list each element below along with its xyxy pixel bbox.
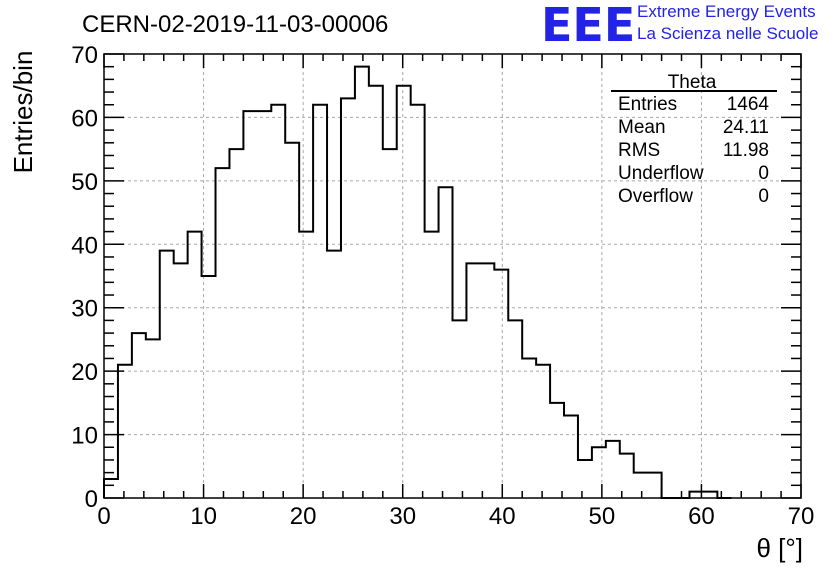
y-tick-label: 10: [71, 423, 98, 450]
plot-frame: [103, 53, 802, 499]
stats-row-value: 1464: [727, 94, 770, 115]
y-axis-label: Entries/bin: [8, 51, 38, 174]
y-tick-label: 0: [85, 486, 98, 513]
chart-title: CERN-02-2019-11-03-00006: [82, 11, 388, 38]
stats-row-value: 0: [758, 163, 769, 184]
y-tick-label: 20: [71, 359, 98, 386]
stats-box: Theta Entries 1464 Mean 24.11 RMS 11.98 Underf…: [611, 72, 777, 207]
stats-row-label: Mean: [618, 117, 666, 138]
axis-tick-labels: 0 10 20 30 40 50 60 70 0 10 20 30 40 50 60 70: [71, 42, 814, 530]
y-tick-label: 70: [71, 42, 98, 69]
x-tick-label: 30: [389, 503, 416, 530]
logo-line-2: La Scienza nelle Scuole: [637, 24, 819, 43]
stats-row-value: 11.98: [723, 140, 769, 161]
x-tick-label: 40: [489, 503, 516, 530]
stats-row-label: Entries: [618, 94, 677, 115]
y-tick-label: 40: [71, 232, 98, 259]
stats-row-label: Underflow: [618, 163, 704, 184]
axis-ticks: [103, 53, 802, 499]
histogram-line: [103, 65, 732, 499]
x-tick-label: 0: [97, 503, 110, 530]
x-tick-label: 70: [788, 503, 815, 530]
x-axis-label: θ [°]: [756, 533, 803, 563]
y-tick-label: 60: [71, 105, 98, 132]
logo-line-1: Extreme Energy Events: [637, 2, 816, 21]
stats-row-value: 24.11: [723, 117, 769, 138]
stats-row-label: Overflow: [618, 186, 693, 207]
x-tick-label: 60: [688, 503, 715, 530]
x-tick-label: 50: [589, 503, 616, 530]
y-tick-label: 50: [71, 169, 98, 196]
y-tick-label: 30: [71, 296, 98, 323]
stats-row-label: RMS: [618, 140, 660, 161]
x-tick-label: 10: [190, 503, 217, 530]
stats-box-title: Theta: [668, 72, 717, 93]
eee-logo: EEE: [541, 0, 636, 52]
x-tick-label: 20: [290, 503, 317, 530]
stats-row-value: 0: [758, 186, 769, 207]
